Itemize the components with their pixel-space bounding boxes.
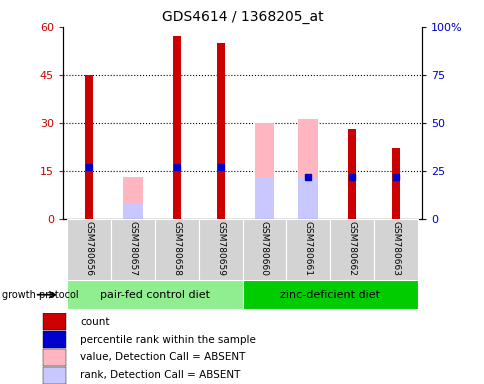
Text: zinc-deficient diet: zinc-deficient diet [279, 290, 379, 300]
Bar [44, 349, 66, 366]
Title: GDS4614 / 1368205_at: GDS4614 / 1368205_at [161, 10, 323, 25]
Text: GSM780662: GSM780662 [347, 221, 356, 276]
Text: GSM780657: GSM780657 [128, 221, 137, 276]
Text: percentile rank within the sample: percentile rank within the sample [80, 334, 256, 344]
Text: growth protocol: growth protocol [2, 290, 79, 300]
Bar [242, 280, 417, 309]
Bar [286, 219, 329, 280]
Bar [373, 219, 417, 280]
Bar [155, 219, 198, 280]
Text: rank, Detection Call = ABSENT: rank, Detection Call = ABSENT [80, 370, 240, 380]
Bar [44, 331, 66, 348]
Bar [111, 219, 155, 280]
Bar [198, 219, 242, 280]
Bar [347, 129, 355, 219]
Bar [242, 219, 286, 280]
Bar [216, 43, 224, 219]
Text: GSM780658: GSM780658 [172, 221, 181, 276]
Bar [85, 75, 93, 219]
Bar [123, 177, 143, 219]
Text: GSM780656: GSM780656 [85, 221, 93, 276]
Bar [391, 149, 399, 219]
Bar [254, 123, 273, 219]
Bar [254, 177, 273, 219]
Text: value, Detection Call = ABSENT: value, Detection Call = ABSENT [80, 353, 245, 362]
Text: GSM780659: GSM780659 [216, 221, 225, 276]
Bar [173, 36, 181, 219]
Bar [298, 119, 318, 219]
Text: GSM780663: GSM780663 [391, 221, 399, 276]
Bar [329, 219, 373, 280]
Text: count: count [80, 317, 109, 327]
Bar [67, 219, 111, 280]
Bar [44, 313, 66, 330]
Bar [123, 204, 143, 219]
Bar [44, 367, 66, 384]
Text: GSM780661: GSM780661 [303, 221, 312, 276]
Bar [67, 280, 242, 309]
Text: GSM780660: GSM780660 [259, 221, 268, 276]
Bar [298, 177, 318, 219]
Text: pair-fed control diet: pair-fed control diet [100, 290, 210, 300]
